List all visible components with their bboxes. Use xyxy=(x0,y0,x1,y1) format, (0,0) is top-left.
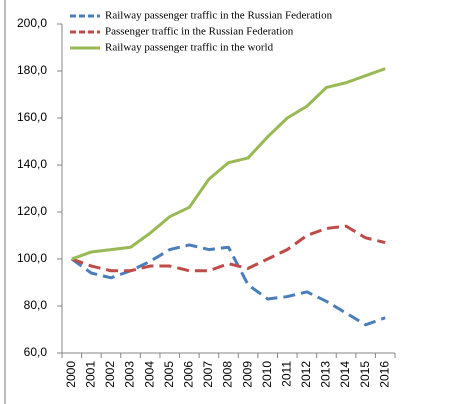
legend-label: Railway passenger traffic in the Russian… xyxy=(105,10,333,22)
x-tick-label: 2006 xyxy=(181,361,195,388)
x-tick-label: 2010 xyxy=(260,361,274,388)
series-line xyxy=(71,224,386,273)
x-tick-label: 2014 xyxy=(338,361,352,388)
y-tick-label: 140,0 xyxy=(17,157,47,171)
x-tick-label: 2016 xyxy=(377,361,391,388)
x-tick-label: 2007 xyxy=(201,361,215,388)
x-tick-label: 2002 xyxy=(103,361,117,388)
x-tick-label: 2008 xyxy=(221,361,235,388)
x-tick-label: 2003 xyxy=(123,361,137,388)
y-tick-label: 200,0 xyxy=(17,16,47,30)
legend-label: Railway passenger traffic in the world xyxy=(105,42,274,54)
x-tick-label: 2000 xyxy=(64,361,78,388)
series-line xyxy=(71,67,386,261)
x-tick-label: 2009 xyxy=(240,361,254,388)
y-tick-label: 100,0 xyxy=(17,251,47,265)
x-tick-label: 2005 xyxy=(162,361,176,388)
series-line xyxy=(70,243,386,327)
x-tick-label: 2015 xyxy=(358,361,372,388)
y-tick-label: 160,0 xyxy=(17,110,47,124)
y-tick-label: 120,0 xyxy=(17,204,47,218)
legend-label: Passenger traffic in the Russian Federat… xyxy=(105,26,294,38)
x-tick-label: 2004 xyxy=(142,361,156,388)
x-tick-label: 2013 xyxy=(319,361,333,388)
y-tick-label: 60,0 xyxy=(24,345,48,359)
y-tick-label: 180,0 xyxy=(17,63,47,77)
x-tick-label: 2012 xyxy=(299,361,313,388)
x-tick-label: 2011 xyxy=(279,361,293,387)
x-tick-label: 2001 xyxy=(84,361,98,388)
y-tick-label: 80,0 xyxy=(24,298,48,312)
